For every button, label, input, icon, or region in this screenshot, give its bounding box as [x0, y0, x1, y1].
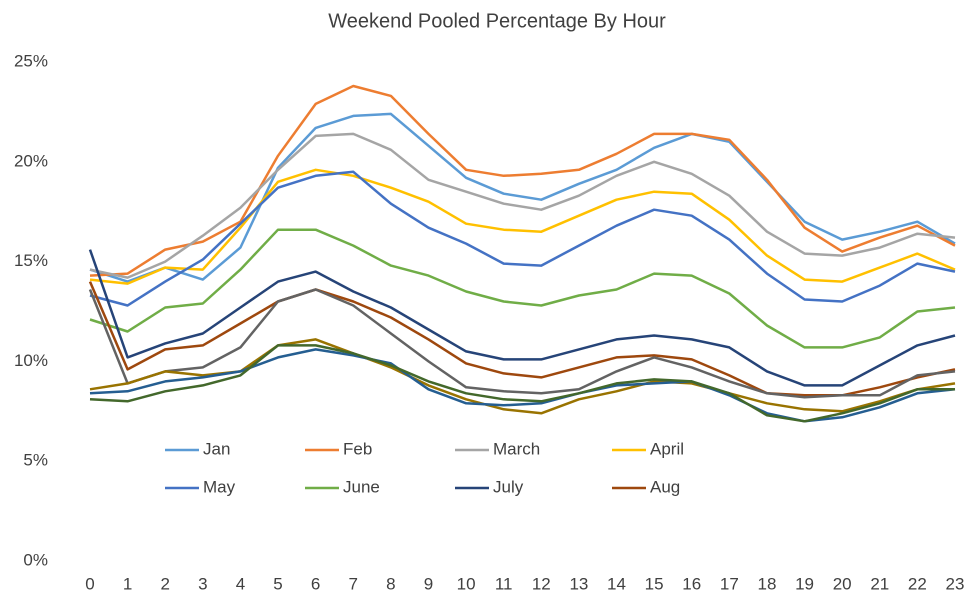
- x-tick-label: 3: [198, 574, 207, 593]
- series-line: [89, 132, 956, 279]
- x-tick-label: 21: [870, 574, 889, 593]
- x-tick-label: 22: [908, 574, 927, 593]
- x-tick-label: 7: [349, 574, 358, 593]
- x-tick-label: 23: [946, 574, 965, 593]
- x-tick-label: 18: [757, 574, 776, 593]
- x-tick-label: 17: [720, 574, 739, 593]
- x-tick-label: 1: [123, 574, 132, 593]
- series-line: [89, 170, 956, 307]
- series-line: [89, 344, 955, 423]
- series-line: [89, 112, 956, 283]
- x-tick-label: 10: [457, 574, 476, 593]
- legend-label: May: [203, 477, 236, 496]
- x-tick-label: 13: [569, 574, 588, 593]
- x-tick-label: 5: [273, 574, 282, 593]
- series-line: [88, 249, 956, 387]
- legend-label: Jan: [203, 439, 230, 458]
- x-tick-label: 2: [160, 574, 169, 593]
- series-line: [89, 228, 956, 349]
- x-tick-label: 11: [495, 574, 513, 593]
- y-tick-label: 20%: [14, 151, 48, 170]
- legend-label: Aug: [650, 477, 680, 496]
- legend-label: April: [650, 439, 684, 458]
- x-tick-label: 14: [607, 574, 626, 593]
- y-tick-label: 5%: [23, 451, 48, 470]
- series-line: [89, 168, 956, 285]
- series-line: [88, 281, 956, 397]
- x-tick-label: 6: [311, 574, 320, 593]
- legend-label: March: [493, 439, 540, 458]
- y-tick-label: 10%: [14, 351, 48, 370]
- x-tick-label: 12: [532, 574, 551, 593]
- legend-label: June: [343, 477, 380, 496]
- x-tick-label: 19: [795, 574, 814, 593]
- series-line: [89, 84, 956, 277]
- x-tick-label: 16: [682, 574, 701, 593]
- x-tick-label: 8: [386, 574, 395, 593]
- x-tick-label: 9: [424, 574, 433, 593]
- x-tick-label: 0: [85, 574, 94, 593]
- chart-title: Weekend Pooled Percentage By Hour: [328, 10, 666, 32]
- series-line: [88, 288, 956, 399]
- x-tick-label: 15: [645, 574, 664, 593]
- legend-label: July: [493, 477, 524, 496]
- x-tick-label: 4: [236, 574, 245, 593]
- legend-label: Feb: [343, 439, 372, 458]
- y-tick-label: 15%: [14, 251, 48, 270]
- y-tick-label: 0%: [23, 550, 48, 569]
- x-tick-label: 20: [833, 574, 852, 593]
- y-tick-label: 25%: [14, 51, 48, 70]
